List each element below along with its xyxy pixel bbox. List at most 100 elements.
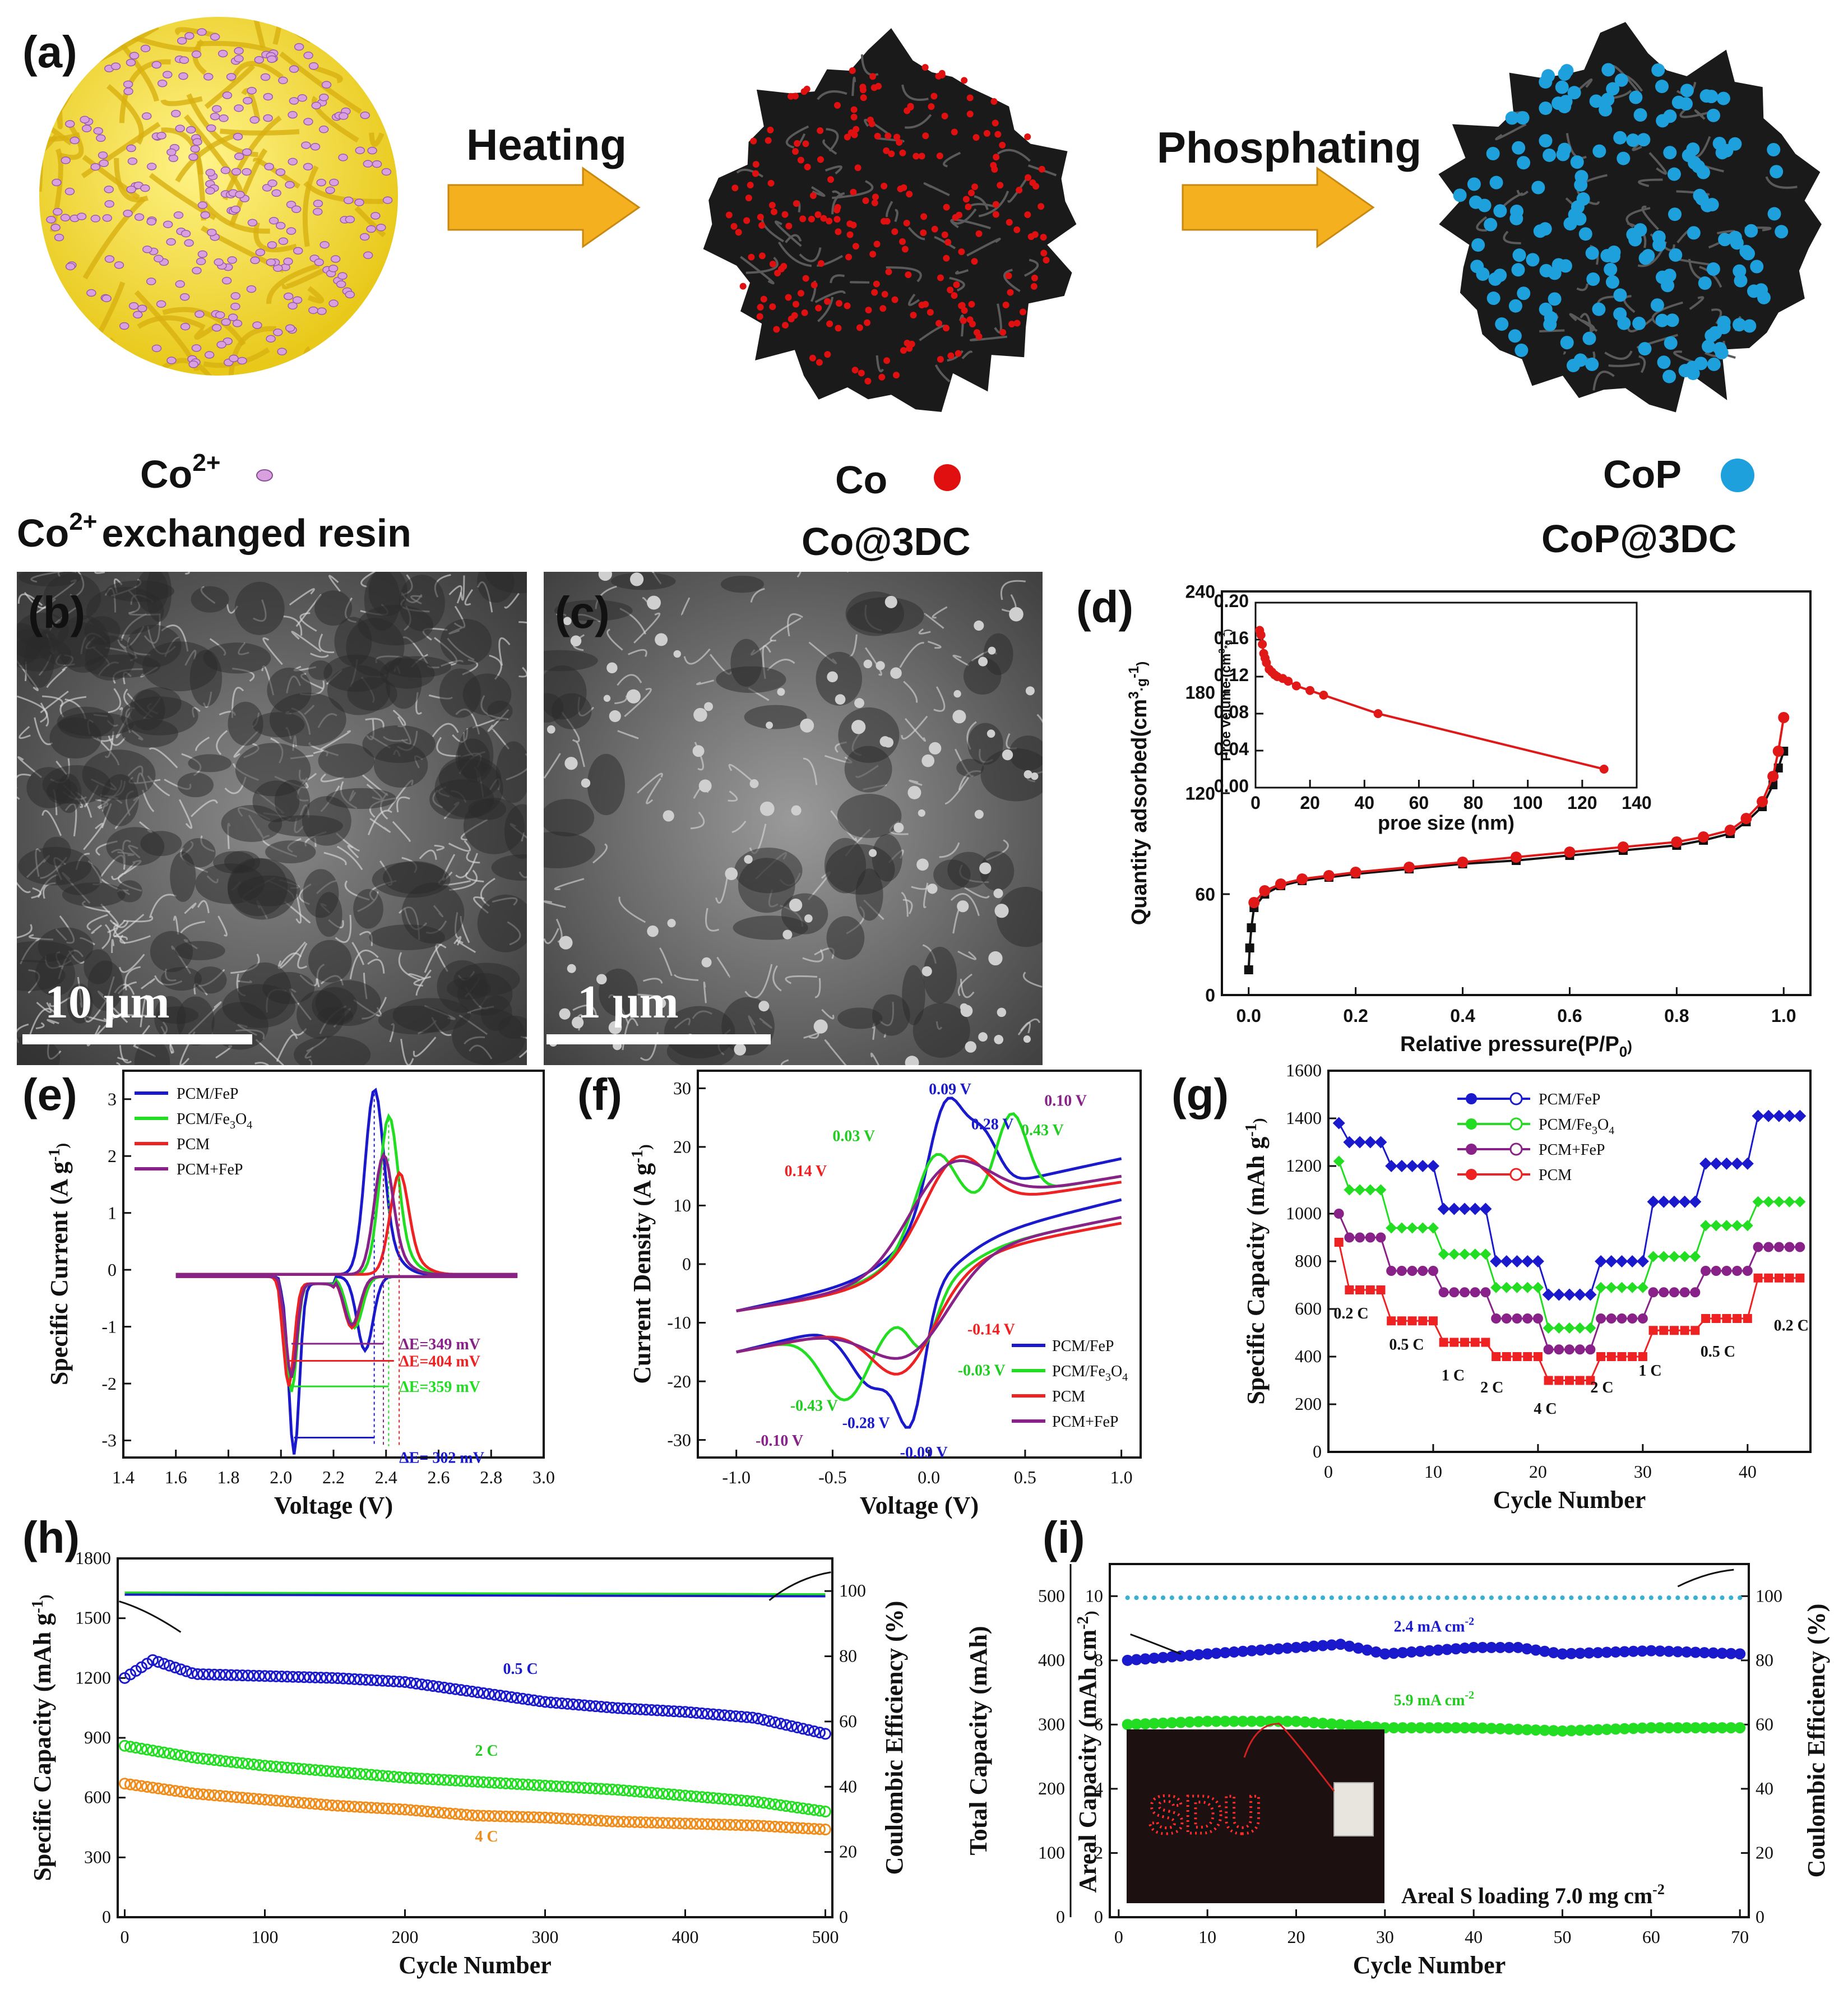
chart-h-point: [136, 1742, 147, 1755]
chart-h-point: [169, 1785, 181, 1797]
chart-e-legend-label: PCM: [177, 1136, 210, 1153]
chart-i-point: [1397, 1722, 1409, 1734]
chart-h-point: [438, 1807, 450, 1819]
sem-nanoparticle: [1031, 772, 1039, 780]
chart-i-point: [1140, 1718, 1151, 1730]
co-particle: [999, 329, 1007, 336]
chart-h-point: [506, 1778, 517, 1790]
co-particle: [860, 94, 867, 101]
co2-ion: [70, 136, 80, 145]
co-particle: [885, 268, 892, 275]
sem-nanoparticle: [777, 688, 785, 696]
carbon-sheet: [745, 256, 779, 274]
resin-fiber: [302, 165, 319, 247]
sem-nanoparticle: [698, 779, 712, 793]
co2-ion: [90, 163, 101, 171]
chart-d-inset-ylabel-part: -1: [1217, 632, 1227, 640]
chart-h-point: [393, 1803, 405, 1815]
chart-h-point: [657, 1788, 669, 1800]
co-particle: [814, 211, 822, 218]
sem-flake: [117, 1057, 128, 1062]
co2-ion: [310, 143, 321, 151]
chart-g-point: [1605, 1255, 1618, 1267]
resin-fiber: [354, 206, 386, 238]
chart-i-point: [1672, 1646, 1684, 1658]
co2-ion: [212, 105, 222, 113]
chart-g-point: [1531, 1255, 1544, 1267]
sem-flake: [109, 919, 129, 928]
chart-h-point: [365, 1769, 377, 1781]
chart-i-point: [1601, 1646, 1613, 1658]
chart-h-ylabel-part: -1: [29, 1600, 47, 1613]
chart-i-ytick2-label: 0: [1056, 1907, 1065, 1927]
co2-ion: [168, 154, 179, 163]
chart-d-inset-point: [1291, 681, 1301, 691]
chart-i-point: [1583, 1647, 1595, 1659]
chart-g-point: [1333, 1209, 1344, 1219]
sem-pore: [140, 831, 182, 857]
co-particle: [951, 128, 958, 136]
co-particle: [883, 147, 890, 154]
chart-i-point: [1326, 1639, 1337, 1651]
carbon-sheet: [740, 256, 775, 285]
chart-g-point: [1364, 1136, 1377, 1149]
cop-particle: [1517, 286, 1531, 300]
chart-h-point: [382, 1770, 394, 1783]
chart-g-point: [1543, 1322, 1554, 1334]
chart-g-legend-marker: [1466, 1144, 1477, 1155]
chart-h-point: [567, 1781, 579, 1793]
chart-h-point: [360, 1768, 372, 1780]
co-particle: [852, 243, 859, 250]
co2-ion: [197, 28, 207, 36]
chart-i-point: [1725, 1722, 1737, 1734]
co-particle: [900, 347, 907, 354]
chart-d-ylabel: Quantity adsorbed(cm3·g-1): [1127, 661, 1151, 926]
co-particle: [961, 307, 968, 314]
chart-h-point: [365, 1802, 377, 1814]
cop-label: CoP: [1603, 452, 1682, 496]
chart-h-point: [259, 1760, 271, 1772]
co2-ion: [151, 61, 162, 69]
chart-i-point: [1477, 1722, 1488, 1734]
chart-g-point: [1626, 1255, 1639, 1267]
chart-h-point: [410, 1677, 422, 1690]
co-particle: [816, 359, 823, 366]
chart-g-point: [1458, 1202, 1471, 1215]
chart-g-point: [1502, 1352, 1511, 1361]
chart-h-point: [534, 1695, 545, 1708]
cop-particle: [1495, 317, 1509, 331]
chart-h-point: [769, 1820, 781, 1833]
co-particle: [820, 215, 827, 222]
co-particle: [1013, 320, 1021, 327]
chart-h-point: [550, 1780, 562, 1792]
chart-i-ce-point: [1312, 1595, 1317, 1600]
sem-pore: [544, 799, 595, 837]
cop-particle: [1692, 160, 1706, 174]
co-particle: [725, 211, 733, 219]
co-particle: [851, 367, 859, 374]
chart-g-point: [1573, 1288, 1586, 1301]
chart-i-ce-point: [1134, 1595, 1139, 1600]
sem-flake: [957, 950, 976, 960]
co-particle: [739, 283, 747, 290]
sem-pore: [55, 861, 102, 895]
chart-g-point: [1344, 1184, 1355, 1196]
sem-pore: [384, 656, 451, 678]
chart-h-point: [534, 1779, 545, 1792]
co-particle: [752, 161, 759, 168]
sem-flake: [351, 942, 365, 965]
chart-g-point: [1511, 1281, 1523, 1293]
chart-g-point: [1731, 1157, 1744, 1170]
chart-d-inset-point: [1284, 677, 1293, 686]
co2-ion: [228, 313, 238, 321]
co2-ion: [235, 191, 245, 198]
chart-g-point: [1449, 1338, 1459, 1347]
chart-h-point: [270, 1670, 282, 1682]
sem-flake: [1020, 1021, 1031, 1034]
chart-f-legend-label: PCM/Fe3O4: [1052, 1363, 1128, 1384]
chart-d-inset-frame: [1254, 602, 1638, 789]
carbon-sheet: [1604, 350, 1633, 360]
co-particle: [760, 295, 767, 303]
chart-h-point: [763, 1797, 775, 1810]
sem-nanoparticle: [603, 695, 611, 702]
